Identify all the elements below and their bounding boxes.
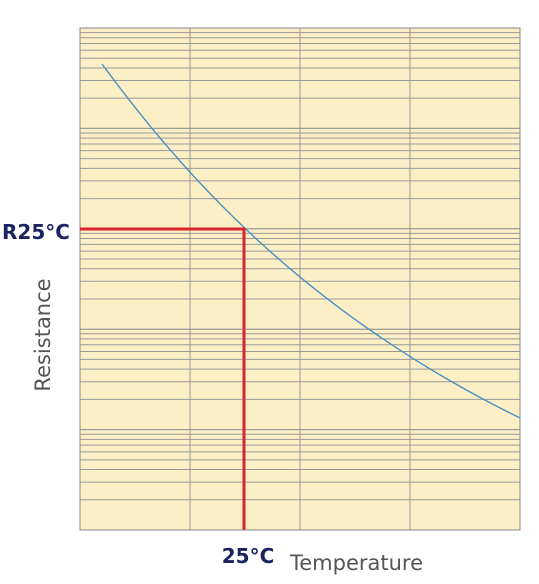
reference-lines — [80, 227, 246, 530]
reference-resistance-label: R25°C — [2, 220, 70, 244]
x-axis-label: Temperature — [289, 551, 423, 575]
y-axis-label: Resistance — [31, 278, 55, 391]
grid — [80, 28, 520, 530]
plot-border — [79, 27, 521, 531]
resistance-curve — [101, 63, 521, 419]
reference-temperature-label: 25°C — [222, 544, 275, 568]
